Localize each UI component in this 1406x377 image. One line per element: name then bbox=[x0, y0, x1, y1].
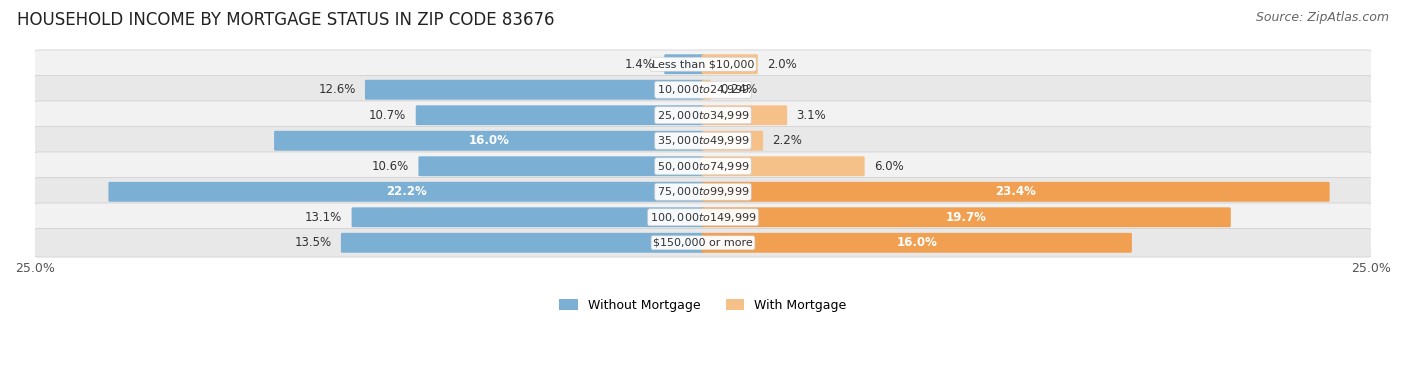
Legend: Without Mortgage, With Mortgage: Without Mortgage, With Mortgage bbox=[554, 294, 852, 317]
FancyBboxPatch shape bbox=[34, 126, 1372, 155]
FancyBboxPatch shape bbox=[274, 131, 704, 151]
FancyBboxPatch shape bbox=[340, 233, 704, 253]
Text: 13.1%: 13.1% bbox=[305, 211, 342, 224]
Text: HOUSEHOLD INCOME BY MORTGAGE STATUS IN ZIP CODE 83676: HOUSEHOLD INCOME BY MORTGAGE STATUS IN Z… bbox=[17, 11, 554, 29]
Text: Source: ZipAtlas.com: Source: ZipAtlas.com bbox=[1256, 11, 1389, 24]
Text: $10,000 to $24,999: $10,000 to $24,999 bbox=[657, 83, 749, 96]
FancyBboxPatch shape bbox=[34, 152, 1372, 181]
Text: 16.0%: 16.0% bbox=[468, 134, 509, 147]
Text: $75,000 to $99,999: $75,000 to $99,999 bbox=[657, 185, 749, 198]
Text: 22.2%: 22.2% bbox=[387, 185, 427, 198]
FancyBboxPatch shape bbox=[34, 101, 1372, 130]
FancyBboxPatch shape bbox=[702, 182, 1330, 202]
Text: 12.6%: 12.6% bbox=[318, 83, 356, 96]
FancyBboxPatch shape bbox=[702, 80, 711, 100]
Text: 6.0%: 6.0% bbox=[875, 160, 904, 173]
Text: 13.5%: 13.5% bbox=[294, 236, 332, 249]
FancyBboxPatch shape bbox=[366, 80, 704, 100]
Text: 10.6%: 10.6% bbox=[371, 160, 409, 173]
Text: $35,000 to $49,999: $35,000 to $49,999 bbox=[657, 134, 749, 147]
Text: $150,000 or more: $150,000 or more bbox=[654, 238, 752, 248]
Text: 16.0%: 16.0% bbox=[897, 236, 938, 249]
Text: Less than $10,000: Less than $10,000 bbox=[652, 59, 754, 69]
Text: 23.4%: 23.4% bbox=[995, 185, 1036, 198]
Text: 2.2%: 2.2% bbox=[772, 134, 803, 147]
FancyBboxPatch shape bbox=[702, 131, 763, 151]
FancyBboxPatch shape bbox=[702, 54, 758, 74]
Text: $50,000 to $74,999: $50,000 to $74,999 bbox=[657, 160, 749, 173]
FancyBboxPatch shape bbox=[419, 156, 704, 176]
Text: 10.7%: 10.7% bbox=[370, 109, 406, 122]
FancyBboxPatch shape bbox=[34, 228, 1372, 257]
FancyBboxPatch shape bbox=[702, 156, 865, 176]
FancyBboxPatch shape bbox=[702, 105, 787, 125]
FancyBboxPatch shape bbox=[664, 54, 704, 74]
FancyBboxPatch shape bbox=[34, 178, 1372, 206]
Text: 0.24%: 0.24% bbox=[720, 83, 758, 96]
FancyBboxPatch shape bbox=[702, 207, 1230, 227]
FancyBboxPatch shape bbox=[34, 50, 1372, 78]
FancyBboxPatch shape bbox=[34, 75, 1372, 104]
Text: 1.4%: 1.4% bbox=[626, 58, 655, 71]
Text: 2.0%: 2.0% bbox=[768, 58, 797, 71]
Text: $25,000 to $34,999: $25,000 to $34,999 bbox=[657, 109, 749, 122]
Text: 19.7%: 19.7% bbox=[946, 211, 987, 224]
Text: 3.1%: 3.1% bbox=[797, 109, 827, 122]
FancyBboxPatch shape bbox=[702, 233, 1132, 253]
FancyBboxPatch shape bbox=[34, 203, 1372, 231]
FancyBboxPatch shape bbox=[352, 207, 704, 227]
FancyBboxPatch shape bbox=[416, 105, 704, 125]
Text: $100,000 to $149,999: $100,000 to $149,999 bbox=[650, 211, 756, 224]
FancyBboxPatch shape bbox=[108, 182, 704, 202]
